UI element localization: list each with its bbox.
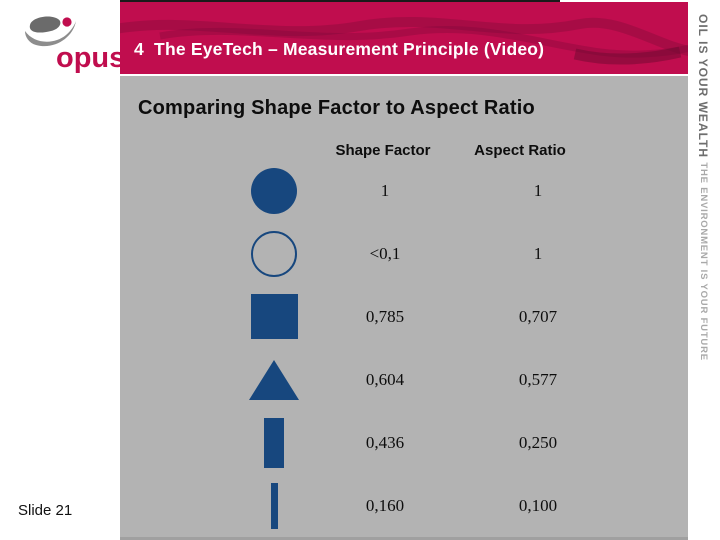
slide-content-area: Comparing Shape Factor to Aspect Ratio S… bbox=[120, 76, 688, 540]
filled-square-icon bbox=[250, 294, 298, 339]
table-row: 1 1 bbox=[120, 159, 688, 222]
table-row: 0,785 0,707 bbox=[120, 285, 688, 348]
aspect-ratio-value: 1 bbox=[533, 180, 543, 200]
right-tagline-strip: OIL IS YOUR WEALTH THE ENVIRONMENT IS YO… bbox=[688, 0, 720, 540]
shape-factor-value: 0,160 bbox=[365, 495, 405, 515]
shape-outlined-circle bbox=[224, 222, 324, 285]
filled-triangle-icon bbox=[249, 359, 299, 400]
shape-tall-rectangle bbox=[224, 411, 324, 474]
tall-rectangle-icon bbox=[264, 417, 284, 468]
opus-logo: opus bbox=[18, 10, 125, 73]
slide-title: 4 The EyeTech – Measurement Principle (V… bbox=[134, 39, 545, 59]
shape-filled-triangle bbox=[224, 348, 324, 411]
vertical-tagline: OIL IS YOUR WEALTH THE ENVIRONMENT IS YO… bbox=[694, 14, 712, 534]
shape-factor-value: 0,436 bbox=[365, 432, 405, 452]
table-row: 0,160 0,100 bbox=[120, 474, 688, 537]
filled-circle-icon bbox=[251, 167, 297, 214]
column-header-aspect-ratio: Aspect Ratio bbox=[474, 142, 566, 159]
shape-factor-value: 0,785 bbox=[365, 306, 405, 326]
shape-filled-circle bbox=[224, 159, 324, 222]
left-margin-column: opus Slide 21 bbox=[0, 0, 125, 540]
aspect-ratio-value: 0,707 bbox=[518, 306, 558, 326]
table-row: <0,1 1 bbox=[120, 222, 688, 285]
outlined-circle-icon bbox=[251, 230, 297, 277]
table-row: 0,436 0,250 bbox=[120, 411, 688, 474]
shape-factor-value: 0,604 bbox=[365, 369, 405, 389]
opus-bird-icon bbox=[25, 16, 76, 47]
comparison-table: 1 1 <0,1 1 0,785 0,707 0,604 0,577 0,436… bbox=[120, 159, 688, 537]
content-heading: Comparing Shape Factor to Aspect Ratio bbox=[138, 97, 535, 119]
slide-number: Slide 21 bbox=[18, 502, 73, 519]
shape-factor-value: 1 bbox=[380, 180, 390, 200]
aspect-ratio-value: 0,577 bbox=[518, 369, 558, 389]
aspect-ratio-value: 1 bbox=[533, 243, 543, 263]
frame-line-top bbox=[0, 0, 560, 2]
banner-wave-texture bbox=[120, 16, 688, 65]
aspect-ratio-value: 0,100 bbox=[518, 495, 558, 515]
table-header-row: Shape Factor Aspect Ratio bbox=[120, 142, 688, 162]
shape-thin-bar bbox=[224, 474, 324, 537]
column-header-shape-factor: Shape Factor bbox=[335, 142, 431, 159]
aspect-ratio-value: 0,250 bbox=[518, 432, 558, 452]
tagline-future: THE ENVIRONMENT IS YOUR FUTURE bbox=[698, 162, 709, 361]
tagline-wealth: OIL IS YOUR WEALTH bbox=[696, 14, 710, 159]
table-row: 0,604 0,577 bbox=[120, 348, 688, 411]
shape-factor-value: <0,1 bbox=[369, 243, 401, 263]
thin-bar-icon bbox=[270, 482, 278, 529]
brand-wordmark: opus bbox=[56, 42, 126, 74]
title-banner: 4 The EyeTech – Measurement Principle (V… bbox=[120, 2, 688, 74]
shape-filled-square bbox=[224, 285, 324, 348]
